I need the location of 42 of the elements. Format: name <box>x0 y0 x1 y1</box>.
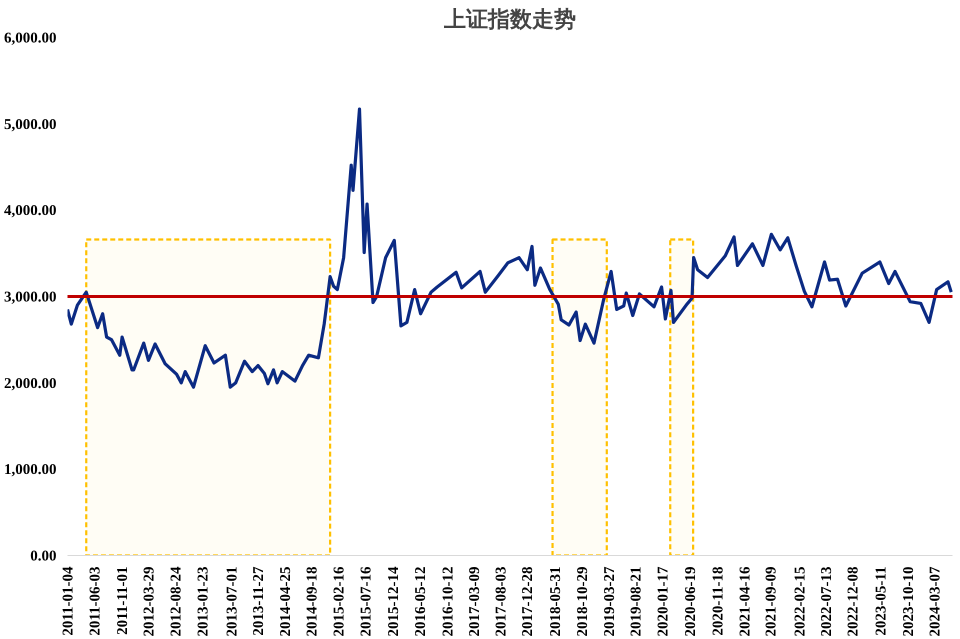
x-tick-label: 2018-05-31 <box>548 566 564 636</box>
x-tick-label: 2012-08-24 <box>168 566 184 636</box>
y-tick-label: 6,000.00 <box>4 30 56 46</box>
x-tick-label: 2021-09-09 <box>764 566 780 636</box>
x-tick-label: 2020-01-17 <box>655 566 672 636</box>
line-series <box>68 108 952 389</box>
x-tick-label: 2020-11-18 <box>710 566 726 636</box>
y-tick-label: 2,000.00 <box>4 376 56 392</box>
x-tick-label: 2020-06-19 <box>683 566 700 636</box>
x-tick-label: 2019-03-27 <box>602 566 618 636</box>
x-tick-label: 2023-05-11 <box>873 566 890 636</box>
x-tick-label: 2013-11-27 <box>251 566 268 636</box>
x-tick-label: 2013-01-23 <box>196 566 212 636</box>
x-tick-label: 2012-03-29 <box>142 566 158 636</box>
x-tick-label: 2015-02-16 <box>332 566 348 636</box>
x-tick-label: 2014-04-25 <box>278 566 294 636</box>
x-tick-label: 2022-12-08 <box>846 566 862 636</box>
x-tick-label: 2011-11-01 <box>114 566 131 635</box>
x-tick-label: 2022-07-13 <box>818 566 835 636</box>
x-tick-label: 2016-05-12 <box>412 566 429 636</box>
y-tick-label: 4,000.00 <box>4 203 56 220</box>
x-tick-label: 2024-03-07 <box>928 566 944 636</box>
y-tick-label: 5,000.00 <box>4 116 56 133</box>
y-tick-label: 3,000.00 <box>4 290 56 306</box>
x-tick-label: 2017-12-28 <box>520 566 536 636</box>
x-tick-label: 2023-10-10 <box>900 566 917 636</box>
y-tick-label: 1,000.00 <box>4 462 56 478</box>
x-tick-label: 2013-07-01 <box>224 566 240 636</box>
x-tick-label: 2019-08-21 <box>628 566 644 636</box>
x-tick-label: 2011-01-04 <box>60 566 76 636</box>
x-tick-label: 2015-12-14 <box>386 566 402 636</box>
x-tick-label: 2016-10-12 <box>440 566 456 636</box>
x-tick-label: 2017-08-03 <box>494 566 510 636</box>
x-tick-label: 2018-10-29 <box>575 566 592 636</box>
y-tick-label: 0.00 <box>30 548 56 564</box>
x-tick-label: 2022-02-15 <box>792 566 808 636</box>
x-tick-label: 2011-06-03 <box>88 566 104 636</box>
x-tick-label: 2015-07-16 <box>358 566 375 636</box>
x-tick-label: 2021-04-16 <box>737 566 754 636</box>
x-tick-label: 2014-09-18 <box>304 566 320 636</box>
x-tick-label: 2017-03-09 <box>467 566 484 636</box>
chart-title: 上证指数走势 <box>443 8 576 32</box>
